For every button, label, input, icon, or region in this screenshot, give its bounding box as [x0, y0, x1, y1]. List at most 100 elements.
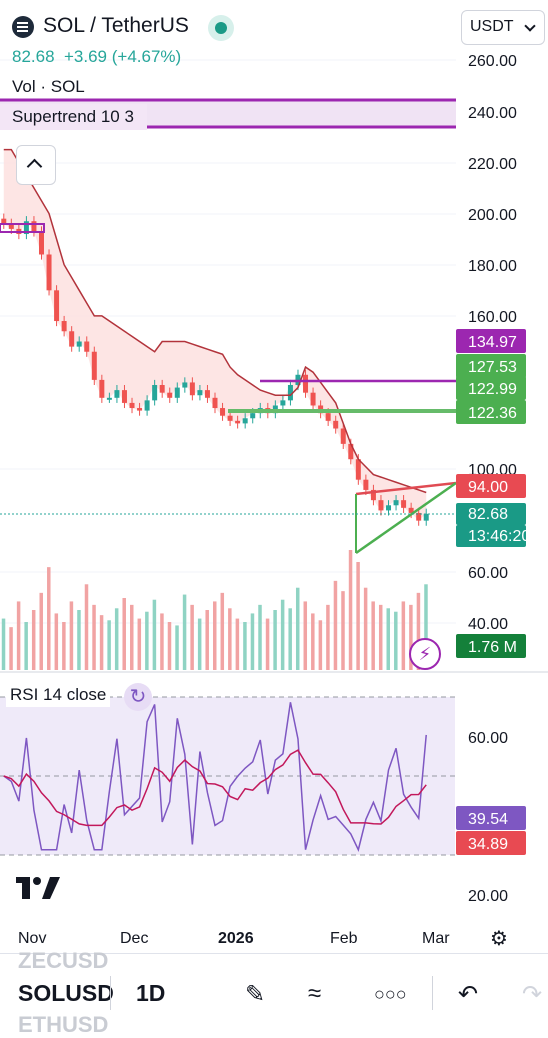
currency-select[interactable]: USDT [461, 10, 545, 45]
volume-bar [280, 599, 285, 670]
indicators-icon[interactable]: ≈ [308, 980, 322, 1007]
volume-bar [378, 604, 383, 670]
volume-bar [288, 608, 292, 670]
volume-bar [197, 618, 202, 670]
candle-body [137, 408, 143, 411]
pair-title[interactable]: SOL / TetherUS [43, 14, 189, 37]
candle-body [167, 392, 173, 398]
tradingview-logo-icon[interactable] [16, 875, 60, 901]
volume-bar [348, 550, 353, 670]
volume-bar [99, 615, 104, 670]
price-axis-label: 240.00 [468, 105, 517, 122]
symbol-button[interactable]: SOLUSD [18, 980, 114, 1006]
supertrend-line [3, 148, 427, 494]
volume-bar [69, 601, 74, 670]
volume-bar [213, 601, 217, 670]
volume-bar [107, 620, 111, 670]
quote-line: 82.68 +3.69 (+4.67%) [12, 47, 181, 67]
candle-body [1, 218, 7, 224]
candle-body [121, 390, 127, 403]
candle-body [106, 397, 112, 400]
volume-bar [371, 601, 375, 670]
volume-bar [333, 580, 338, 670]
collapse-legend-button[interactable] [16, 145, 56, 185]
rsi-legend[interactable]: RSI 14 close [6, 683, 111, 707]
price-tag [456, 634, 526, 658]
volume-bar [265, 618, 270, 670]
candle-body [242, 418, 248, 424]
price-tag-label: 1.76 M [468, 639, 517, 656]
candle-body [38, 231, 44, 255]
time-axis-label: Dec [120, 930, 148, 947]
volume-bar [84, 584, 89, 670]
candle-body [408, 507, 414, 513]
candle-body [159, 385, 165, 393]
price-tag-label: 94.00 [468, 479, 508, 496]
redo-icon[interactable]: ↷ [522, 981, 543, 1008]
price-axis-label: 40.00 [468, 616, 508, 633]
candle-body [212, 397, 218, 409]
candle-body [61, 321, 67, 332]
volume-bar [152, 599, 157, 670]
price-axis-label: 60.00 [468, 565, 508, 582]
volume-bar [122, 598, 126, 670]
volume-bar [190, 604, 194, 670]
volume-bar [62, 622, 66, 670]
candle-body [423, 513, 429, 521]
supertrend-legend[interactable]: Supertrend 10 3 [0, 104, 147, 130]
volume-bar [363, 587, 368, 670]
volume-legend[interactable]: Vol · SOL [12, 77, 85, 96]
candle-body [370, 489, 376, 501]
candle-body [204, 390, 210, 398]
candle-body [54, 290, 60, 322]
symbol-logo-icon [12, 16, 34, 38]
time-axis-label: Nov [18, 930, 46, 947]
candle-body [378, 500, 384, 511]
chevron-down-icon [524, 20, 536, 32]
price-tag-label: 122.99 [468, 381, 517, 398]
candle-body [355, 459, 361, 480]
candle-body [235, 420, 241, 424]
price-tag-label: 122.36 [468, 405, 517, 422]
ghost-symbol-above: ZECUSD [18, 948, 109, 973]
candle-body [189, 382, 195, 396]
candle-body [31, 221, 37, 232]
volume-bar [303, 601, 308, 670]
undo-icon[interactable]: ↶ [458, 981, 479, 1008]
candle-body [363, 479, 369, 490]
candle-body [76, 341, 82, 347]
candle-body [46, 254, 52, 291]
candle-body [416, 512, 422, 521]
price-tag-label: 13:46:20 [468, 528, 530, 545]
candle-body [99, 379, 105, 398]
price-tag [456, 474, 526, 498]
price-axis-label: 160.00 [468, 309, 517, 326]
candle-body [8, 223, 14, 229]
candle-body [69, 331, 75, 347]
volume-bar [394, 611, 398, 670]
settings-icon[interactable]: ⚙ [490, 928, 508, 950]
volume-bar [356, 562, 360, 670]
volume-bar [401, 601, 406, 670]
volume-bar [9, 627, 13, 670]
price-tag [456, 376, 526, 400]
volume-bar [258, 604, 262, 670]
candle-body [220, 408, 226, 416]
timeframe-button[interactable]: 1D [136, 980, 166, 1006]
supertrend-fill [3, 149, 427, 521]
refresh-icon[interactable]: ↻ [124, 683, 152, 711]
volume-bar [409, 604, 413, 670]
price-tag-label: 134.97 [468, 334, 517, 351]
more-icon[interactable]: ○○○ [374, 984, 407, 1004]
pen-icon[interactable]: ✎ [245, 981, 266, 1008]
time-axis-label: 2026 [218, 930, 254, 947]
ghost-symbol-below: ETHUSD [18, 1012, 109, 1037]
volume-bar [273, 610, 277, 670]
lightning-icon[interactable]: ⚡ [409, 638, 441, 670]
supertrend-label: Supertrend 10 3 [12, 107, 134, 126]
candle-body [91, 351, 97, 380]
volume-bar [167, 622, 172, 670]
volume-bar [175, 625, 179, 670]
volume-bar [47, 567, 51, 670]
